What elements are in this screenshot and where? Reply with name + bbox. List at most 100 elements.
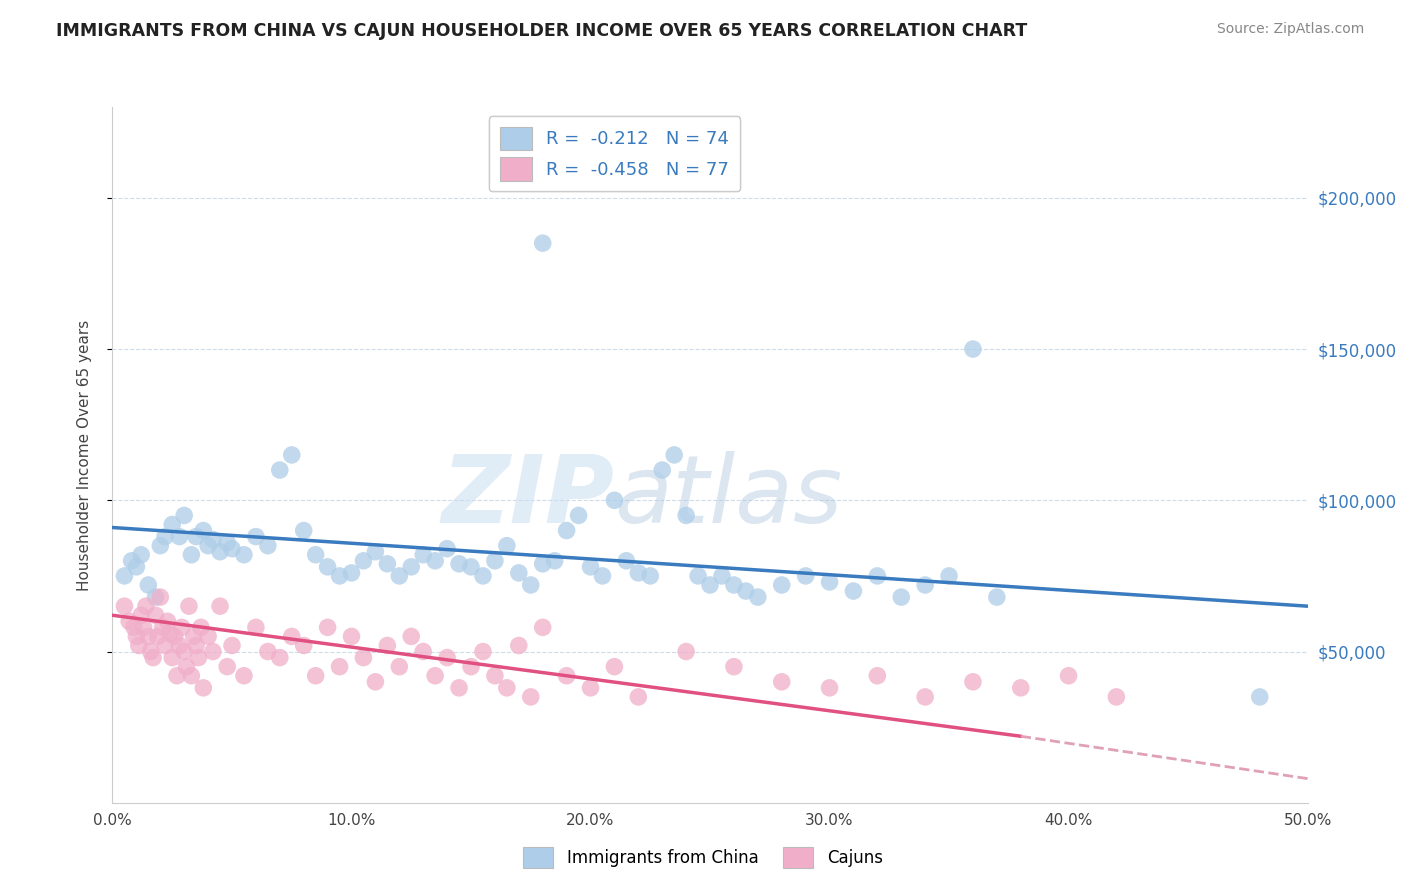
Point xyxy=(675,644,697,658)
Point xyxy=(281,448,304,462)
Point xyxy=(180,669,202,683)
Point xyxy=(245,530,267,544)
Point xyxy=(208,599,231,614)
Point xyxy=(162,650,183,665)
Point xyxy=(425,554,447,568)
Point xyxy=(447,557,470,571)
Text: Source: ZipAtlas.com: Source: ZipAtlas.com xyxy=(1216,22,1364,37)
Point xyxy=(520,690,543,704)
Point xyxy=(591,569,613,583)
Point xyxy=(770,674,793,689)
Point xyxy=(388,659,411,673)
Point xyxy=(364,674,387,689)
Point xyxy=(627,566,650,580)
Point xyxy=(197,539,219,553)
Point xyxy=(166,669,188,683)
Point xyxy=(193,681,215,695)
Point xyxy=(316,559,339,574)
Point xyxy=(401,559,423,574)
Point xyxy=(962,342,984,356)
Point xyxy=(201,533,224,547)
Point xyxy=(173,508,195,523)
Point xyxy=(914,578,936,592)
Point xyxy=(614,554,637,568)
Point xyxy=(292,639,315,653)
Point xyxy=(153,639,176,653)
Point xyxy=(221,541,243,556)
Point xyxy=(962,674,984,689)
Point xyxy=(129,548,152,562)
Point xyxy=(723,659,745,673)
Point xyxy=(818,574,841,589)
Point xyxy=(122,620,145,634)
Point xyxy=(269,650,291,665)
Point xyxy=(735,584,758,599)
Point xyxy=(153,530,176,544)
Point xyxy=(146,629,169,643)
Point xyxy=(145,608,167,623)
Point xyxy=(169,639,191,653)
Point xyxy=(135,599,157,614)
Point xyxy=(257,539,280,553)
Point xyxy=(436,541,458,556)
Point xyxy=(145,590,167,604)
Point xyxy=(986,590,1008,604)
Point xyxy=(579,681,602,695)
Point xyxy=(496,539,519,553)
Text: atlas: atlas xyxy=(614,451,842,542)
Point xyxy=(531,557,554,571)
Point xyxy=(352,554,374,568)
Point xyxy=(169,530,191,544)
Point xyxy=(496,681,519,695)
Point xyxy=(603,659,626,673)
Point xyxy=(352,650,374,665)
Point xyxy=(190,620,212,634)
Point xyxy=(484,669,506,683)
Point xyxy=(217,659,239,673)
Point xyxy=(176,659,198,673)
Point xyxy=(723,578,745,592)
Point xyxy=(304,548,326,562)
Point xyxy=(128,639,150,653)
Point xyxy=(281,629,304,643)
Point xyxy=(794,569,817,583)
Point xyxy=(508,639,530,653)
Point xyxy=(121,554,143,568)
Point xyxy=(447,681,470,695)
Point xyxy=(163,629,186,643)
Point xyxy=(520,578,543,592)
Point xyxy=(425,669,447,683)
Point xyxy=(170,620,193,634)
Point xyxy=(460,659,482,673)
Point xyxy=(675,508,697,523)
Point xyxy=(472,644,495,658)
Point xyxy=(377,557,399,571)
Point xyxy=(217,535,239,549)
Point xyxy=(132,620,155,634)
Point xyxy=(193,524,215,538)
Point xyxy=(201,644,224,658)
Point xyxy=(328,659,352,673)
Text: IMMIGRANTS FROM CHINA VS CAJUN HOUSEHOLDER INCOME OVER 65 YEARS CORRELATION CHAR: IMMIGRANTS FROM CHINA VS CAJUN HOUSEHOLD… xyxy=(56,22,1028,40)
Point xyxy=(292,524,315,538)
Point xyxy=(699,578,721,592)
Point xyxy=(412,644,434,658)
Point xyxy=(232,548,256,562)
Point xyxy=(304,669,326,683)
Point xyxy=(555,524,578,538)
Point xyxy=(555,669,578,683)
Point xyxy=(269,463,291,477)
Point xyxy=(842,584,865,599)
Point xyxy=(472,569,495,583)
Point xyxy=(125,629,148,643)
Y-axis label: Householder Income Over 65 years: Householder Income Over 65 years xyxy=(77,319,91,591)
Point xyxy=(484,554,506,568)
Point xyxy=(531,236,554,251)
Legend: R =  -0.212   N = 74, R =  -0.458   N = 77: R = -0.212 N = 74, R = -0.458 N = 77 xyxy=(489,116,740,192)
Point xyxy=(186,530,208,544)
Point xyxy=(245,620,267,634)
Point xyxy=(531,620,554,634)
Point xyxy=(149,590,172,604)
Point xyxy=(114,569,135,583)
Point xyxy=(197,629,219,643)
